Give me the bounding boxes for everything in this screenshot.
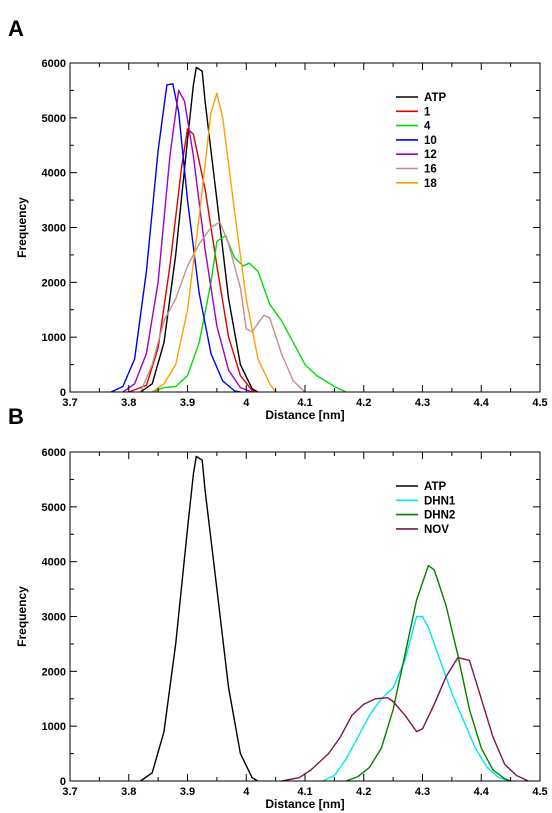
y-tick-label: 3000 <box>42 612 66 624</box>
legend: ATP 1 4 10 12 16 18 <box>396 92 446 190</box>
x-tick-label: 3.8 <box>121 397 136 409</box>
y-tick-label: 0 <box>60 776 66 788</box>
panel-letter: B <box>8 404 24 429</box>
x-tick-label: 4 <box>243 397 250 409</box>
series-line-nov <box>281 656 529 782</box>
y-axis-title: Frequency <box>15 586 29 647</box>
chart-panel-b: B 3.7 3.8 3.9 4 4.1 4.2 4.3 4.4 4.5 0 1000 2000 3000 4… <box>8 404 548 811</box>
series-line-16 <box>139 221 306 393</box>
legend-label: DHN2 <box>424 510 455 522</box>
y-tick-label: 4000 <box>42 168 66 180</box>
y-tick-label: 6000 <box>42 58 66 70</box>
x-tick-label: 4.1 <box>297 786 312 798</box>
x-tick-label: 3.7 <box>62 786 77 798</box>
x-tick-label: 4.4 <box>474 397 490 409</box>
x-tick-label: 3.8 <box>121 786 136 798</box>
y-tick-label: 0 <box>60 387 66 399</box>
x-tick-label: 4.3 <box>415 397 430 409</box>
legend-label: 16 <box>424 164 437 176</box>
x-tick-label: 4.2 <box>356 397 371 409</box>
y-tick-label: 4000 <box>42 557 66 569</box>
legend-label: NOV <box>424 524 449 536</box>
y-axis-title: Frequency <box>15 197 29 258</box>
series-line-atp <box>140 455 259 782</box>
y-tick-label: 5000 <box>42 113 66 125</box>
series-line-dhn1 <box>322 615 511 782</box>
series-line-dhn2 <box>345 564 511 782</box>
legend-label: ATP <box>424 481 446 493</box>
legend: ATP DHN1 DHN2 NOV <box>396 481 456 536</box>
x-axis-title: Distance [nm] <box>265 408 344 422</box>
legend-label: 4 <box>424 121 431 133</box>
legend-label: DHN1 <box>424 495 456 507</box>
x-tick-label: 4.3 <box>415 786 430 798</box>
y-tick-label: 6000 <box>42 447 66 459</box>
y-tick-label: 2000 <box>42 277 66 289</box>
series-line-atp <box>140 66 259 393</box>
y-tick-label: 5000 <box>42 502 66 514</box>
series-line-4 <box>151 235 347 393</box>
x-tick-label: 3.9 <box>180 397 195 409</box>
legend-label: 10 <box>424 135 437 147</box>
x-tick-label: 3.9 <box>180 786 195 798</box>
y-tick-label: 3000 <box>42 223 66 235</box>
x-tick-label: 3.7 <box>62 397 77 409</box>
series-line-10 <box>110 83 241 393</box>
x-tick-label: 4.4 <box>474 786 490 798</box>
panel-letter: A <box>8 16 24 41</box>
y-tick-label: 1000 <box>42 721 66 733</box>
legend-label: 12 <box>424 149 437 161</box>
y-tick-label: 2000 <box>42 666 66 678</box>
series-line-18 <box>151 92 277 393</box>
x-axis-title: Distance [nm] <box>265 797 344 811</box>
x-tick-label: 4 <box>243 786 250 798</box>
legend-label: 18 <box>424 178 437 190</box>
chart-panel-a: A 3.7 3.8 3.9 4 4.1 4.2 4.3 4.4 4.5 0 1000 2000 3000 4… <box>8 16 548 422</box>
x-tick-label: 4.1 <box>297 397 312 409</box>
x-tick-label: 4.2 <box>356 786 371 798</box>
x-tick-label: 4.5 <box>532 786 547 798</box>
y-tick-label: 1000 <box>42 332 66 344</box>
series-line-12 <box>122 89 253 393</box>
x-tick-label: 4.5 <box>532 397 547 409</box>
legend-label: 1 <box>424 106 431 118</box>
plot-frame <box>69 62 541 393</box>
series-line-1 <box>128 128 259 393</box>
legend-label: ATP <box>424 92 446 104</box>
plot-frame <box>69 451 541 782</box>
